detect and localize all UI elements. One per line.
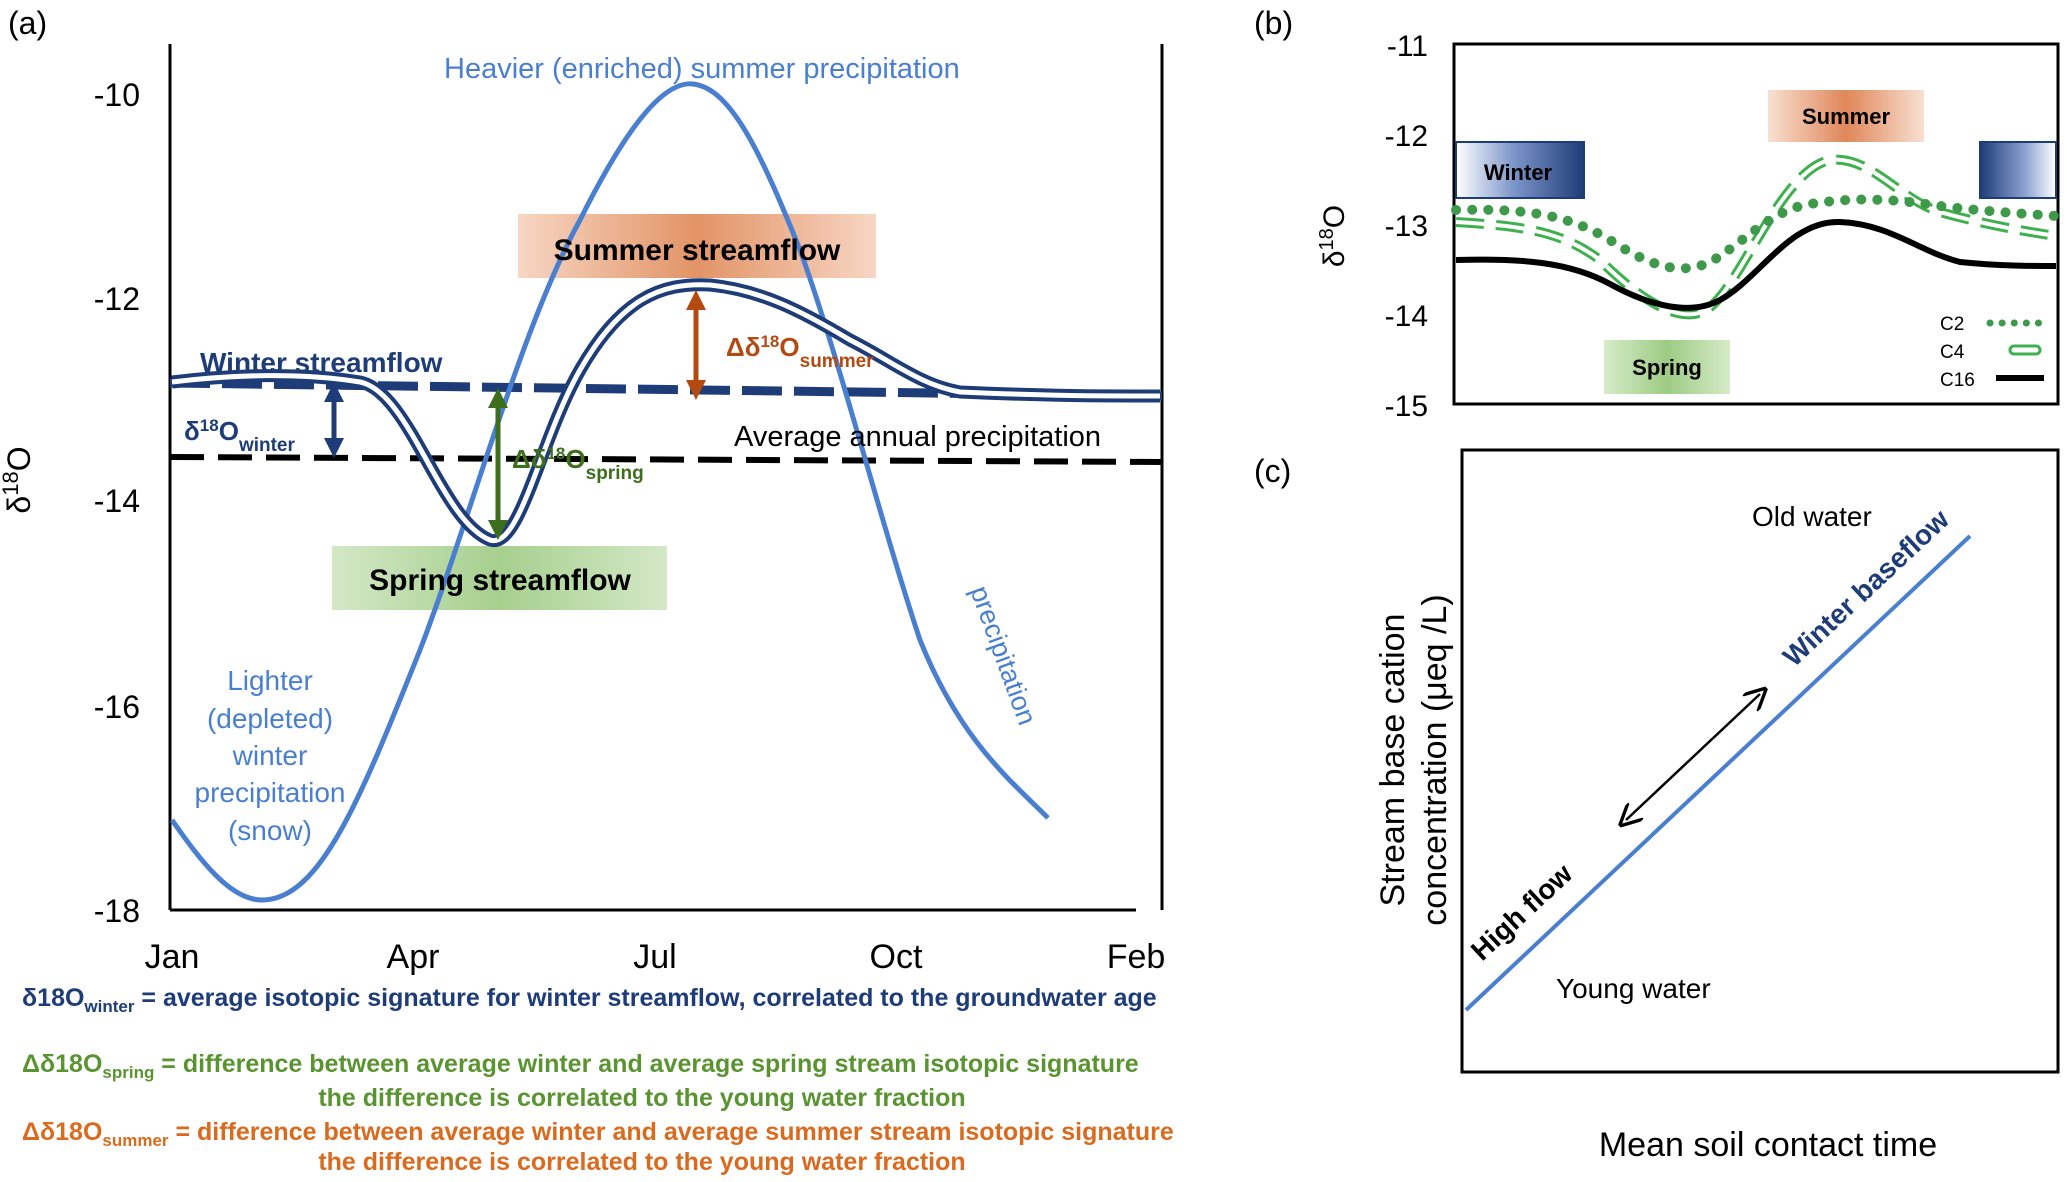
panel-c-ylabel-line1: Stream base cation bbox=[1374, 614, 1412, 907]
old-water-label: Old water bbox=[1752, 501, 1872, 532]
relationship-line bbox=[1464, 534, 1972, 1012]
legend-c4-swatch bbox=[2008, 344, 2042, 356]
average-annual-precipitation-line bbox=[169, 454, 1163, 465]
caption-spring-line2: the difference is correlated to the youn… bbox=[318, 1084, 966, 1112]
caption-spring-text: = difference between average winter and … bbox=[154, 1050, 1139, 1078]
legend-c4-label: C4 bbox=[1940, 342, 1965, 363]
summer-box bbox=[1768, 90, 1924, 142]
panel-a-ytick: -16 bbox=[94, 689, 140, 725]
precipitation-label: precipitation bbox=[964, 582, 1042, 729]
streamflow-curve-outer bbox=[171, 278, 1161, 547]
panel-c-ylabel-line2: concentration (μeq /L) bbox=[1416, 594, 1454, 925]
double-arrow bbox=[1626, 694, 1760, 820]
panel-a: (a) -10 -12 -14 -16 -18 δ18O Jan Apr Jul… bbox=[0, 5, 1165, 976]
panel-a-ytick: -14 bbox=[94, 483, 140, 519]
winter-box bbox=[1455, 141, 1585, 199]
panel-c-frame bbox=[1460, 448, 2060, 1074]
average-annual-label: Average annual precipitation bbox=[734, 421, 1101, 453]
streamflow-curve-inner bbox=[171, 282, 1161, 543]
panel-a-xtick: Oct bbox=[870, 938, 923, 976]
caption-summer-text: = difference between average winter and … bbox=[168, 1118, 1174, 1146]
panel-a-ytick: -18 bbox=[94, 893, 140, 929]
caption-summer: Δδ18Osummer = difference between average… bbox=[22, 1116, 1174, 1157]
caption-spring-sym: Δδ18O bbox=[22, 1050, 103, 1078]
panel-b-frame bbox=[1452, 42, 2060, 406]
spring-box bbox=[1604, 340, 1730, 394]
panel-a-ytick: -12 bbox=[94, 281, 140, 317]
panel-b-ytick: -11 bbox=[1387, 30, 1428, 63]
dd18o-summer-sub: summer bbox=[800, 351, 875, 372]
young-water-label: Young water bbox=[1556, 973, 1711, 1004]
c4-curve-inner bbox=[1455, 157, 2057, 317]
panel-b-legend: C2 C4 C16 bbox=[1940, 314, 2046, 391]
panel-b: (b) -11 -12 -13 -14 -15 δ18O Winter Summ… bbox=[1254, 5, 2061, 423]
winter-streamflow-label: Winter streamflow bbox=[200, 347, 443, 378]
panel-b-ytick: -14 bbox=[1385, 300, 1428, 333]
lighter-line: winter bbox=[232, 740, 308, 771]
panel-c: (c) Stream base cation concentration (μe… bbox=[1254, 448, 2060, 1164]
lighter-line: Lighter bbox=[227, 665, 313, 696]
legend-c16-label: C16 bbox=[1940, 370, 1975, 391]
panel-a-xtick: Apr bbox=[387, 938, 440, 976]
panel-a-xtick: Jul bbox=[633, 938, 676, 976]
legend-c2-label: C2 bbox=[1940, 314, 1964, 335]
c16-curve bbox=[1455, 218, 2057, 311]
panel-b-label: (b) bbox=[1254, 5, 1293, 41]
caption-spring-sub: spring bbox=[102, 1063, 155, 1082]
d18o-winter-sub: winter bbox=[238, 435, 296, 456]
panel-a-xtick: Feb bbox=[1107, 938, 1166, 976]
spring-box-label: Spring bbox=[1632, 355, 1702, 380]
lighter-line: (snow) bbox=[228, 815, 312, 846]
lighter-precip-label: Lighter (depleted) winter precipitation … bbox=[195, 665, 346, 846]
caption-winter-sym: δ18O bbox=[22, 984, 85, 1012]
panel-c-xlabel: Mean soil contact time bbox=[1599, 1126, 1937, 1164]
d18o-winter-label: δ18Owinter bbox=[184, 416, 295, 456]
panel-a-label: (a) bbox=[8, 5, 47, 41]
dd18o-spring-sub: spring bbox=[586, 463, 644, 484]
panel-b-ytick: -12 bbox=[1385, 120, 1428, 153]
caption-winter: δ18Owinter = average isotopic signature … bbox=[22, 982, 1157, 1023]
panel-b-ylabel: δ18O bbox=[1316, 205, 1351, 267]
panel-c-label: (c) bbox=[1254, 453, 1291, 489]
d18o-winter-sym: δ18O bbox=[184, 416, 239, 447]
summer-streamflow-label: Summer streamflow bbox=[554, 234, 841, 267]
winter-box-label: Winter bbox=[1484, 160, 1553, 185]
lighter-line: precipitation bbox=[195, 777, 346, 808]
precipitation-curve bbox=[169, 81, 1050, 903]
caption-winter-text: = average isotopic signature for winter … bbox=[134, 984, 1157, 1012]
panel-b-ytick: -13 bbox=[1385, 210, 1428, 243]
caption-winter-sub: winter bbox=[84, 997, 135, 1016]
panel-a-xtick: Jan bbox=[145, 938, 200, 976]
c2-curve bbox=[1451, 194, 2061, 274]
caption-spring: Δδ18Ospring = difference between average… bbox=[22, 1048, 1139, 1089]
winter-box-right bbox=[1979, 141, 2057, 199]
panel-a-ylabel: δ18O bbox=[0, 446, 37, 513]
caption-summer-sym: Δδ18O bbox=[22, 1118, 103, 1146]
panel-a-ytick: -10 bbox=[94, 77, 140, 113]
caption-summer-sub: summer bbox=[102, 1131, 169, 1150]
heavier-precip-label: Heavier (enriched) summer precipitation bbox=[444, 53, 960, 85]
spring-streamflow-label: Spring streamflow bbox=[369, 564, 631, 597]
high-flow-label: High flow bbox=[1465, 858, 1578, 967]
lighter-line: (depleted) bbox=[207, 703, 333, 734]
spring-streamflow-box bbox=[332, 546, 667, 610]
panel-b-ytick: -15 bbox=[1385, 390, 1428, 423]
summer-box-label: Summer bbox=[1802, 104, 1890, 129]
caption-summer-line2: the difference is correlated to the youn… bbox=[318, 1148, 966, 1176]
